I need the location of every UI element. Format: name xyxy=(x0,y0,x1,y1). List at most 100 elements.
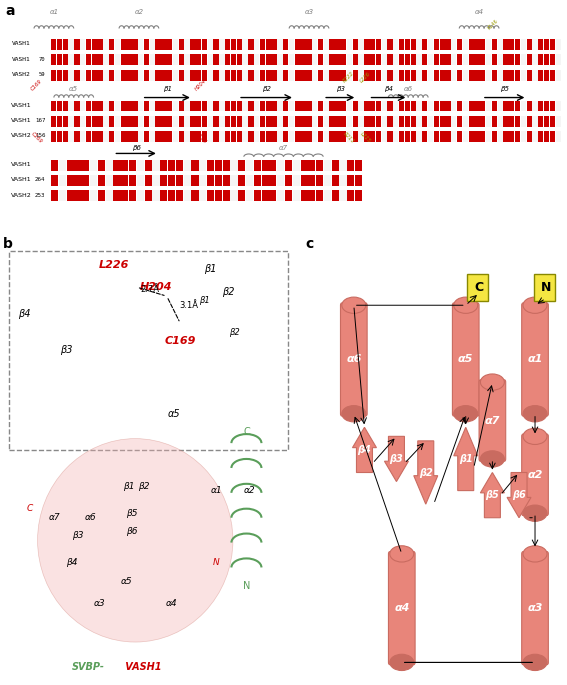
Bar xyxy=(192,175,198,186)
Bar xyxy=(246,175,253,186)
Bar xyxy=(207,190,214,201)
Bar xyxy=(269,175,277,186)
Bar xyxy=(393,101,399,112)
Bar xyxy=(103,70,108,81)
Bar xyxy=(161,101,167,112)
Bar xyxy=(393,132,399,142)
Bar xyxy=(335,39,341,50)
Bar xyxy=(86,116,91,127)
Bar xyxy=(109,132,115,142)
Bar xyxy=(382,39,387,50)
Bar xyxy=(480,132,485,142)
Text: α4: α4 xyxy=(166,599,177,608)
Bar xyxy=(86,132,91,142)
Bar xyxy=(129,175,136,186)
Bar xyxy=(285,175,292,186)
Bar xyxy=(138,39,143,50)
Bar xyxy=(176,160,183,171)
Bar xyxy=(340,190,346,201)
Bar xyxy=(463,55,468,65)
Bar xyxy=(312,55,318,65)
Bar xyxy=(295,132,300,142)
Bar xyxy=(289,39,294,50)
Bar xyxy=(109,39,115,50)
Bar xyxy=(527,39,532,50)
Bar xyxy=(283,70,288,81)
Polygon shape xyxy=(480,473,505,518)
Bar xyxy=(190,116,196,127)
Bar xyxy=(179,39,184,50)
Bar xyxy=(387,116,393,127)
Bar xyxy=(393,116,399,127)
Ellipse shape xyxy=(342,297,366,313)
Bar xyxy=(92,101,97,112)
Bar xyxy=(347,55,352,65)
Bar xyxy=(137,175,144,186)
Text: β2: β2 xyxy=(229,328,240,337)
Bar xyxy=(121,190,128,201)
Bar xyxy=(358,55,363,65)
Bar xyxy=(492,55,497,65)
Bar xyxy=(51,175,58,186)
Bar xyxy=(422,116,428,127)
Bar xyxy=(550,116,555,127)
Bar xyxy=(335,132,341,142)
Bar xyxy=(538,132,543,142)
Bar xyxy=(219,70,225,81)
Bar xyxy=(213,55,219,65)
Bar xyxy=(370,39,375,50)
Bar xyxy=(434,101,439,112)
Bar xyxy=(370,132,375,142)
FancyBboxPatch shape xyxy=(522,303,548,416)
Bar xyxy=(416,116,422,127)
Bar xyxy=(509,39,514,50)
Bar xyxy=(208,116,213,127)
Bar xyxy=(509,116,514,127)
Bar xyxy=(382,70,387,81)
Bar xyxy=(324,190,331,201)
Bar xyxy=(486,39,491,50)
Bar xyxy=(129,190,136,201)
Bar xyxy=(335,70,341,81)
Bar xyxy=(480,101,485,112)
Text: 167: 167 xyxy=(35,118,45,123)
Bar xyxy=(105,160,113,171)
Bar xyxy=(358,116,363,127)
Bar xyxy=(416,55,422,65)
Bar xyxy=(261,190,269,201)
Bar xyxy=(225,101,230,112)
Bar xyxy=(370,116,375,127)
Bar xyxy=(428,70,433,81)
Bar xyxy=(109,116,115,127)
Bar xyxy=(475,116,480,127)
Text: 70: 70 xyxy=(39,57,45,62)
Bar xyxy=(153,175,159,186)
Text: α7: α7 xyxy=(485,416,500,425)
Bar xyxy=(265,39,271,50)
Bar xyxy=(236,132,242,142)
Bar xyxy=(509,55,514,65)
Bar xyxy=(451,116,456,127)
Bar xyxy=(422,70,428,81)
Bar xyxy=(254,101,259,112)
Bar xyxy=(238,160,246,171)
Polygon shape xyxy=(353,427,376,473)
Bar xyxy=(59,190,66,201)
Bar xyxy=(231,55,236,65)
Text: VASH1: VASH1 xyxy=(11,177,32,182)
Bar xyxy=(301,70,306,81)
Bar xyxy=(231,116,236,127)
Text: H204: H204 xyxy=(194,79,208,92)
Bar xyxy=(306,39,311,50)
Bar xyxy=(213,116,219,127)
Text: N: N xyxy=(540,281,551,294)
Bar xyxy=(399,39,404,50)
Bar xyxy=(115,70,120,81)
Bar xyxy=(347,175,354,186)
Bar xyxy=(312,70,318,81)
Bar xyxy=(411,132,416,142)
Ellipse shape xyxy=(523,297,547,313)
FancyBboxPatch shape xyxy=(340,303,367,416)
Bar xyxy=(277,70,282,81)
Bar xyxy=(144,70,149,81)
